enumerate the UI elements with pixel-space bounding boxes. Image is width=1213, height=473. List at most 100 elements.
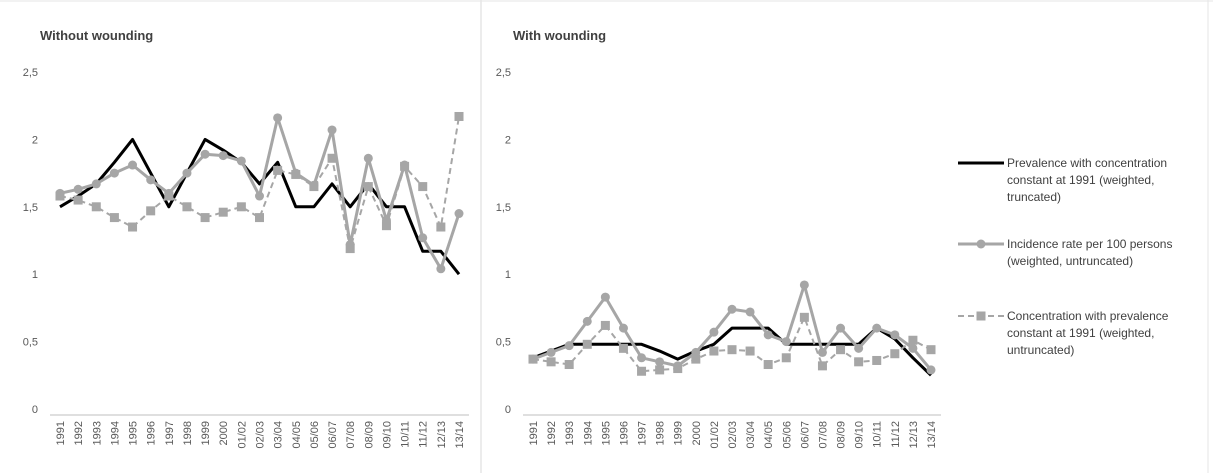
legend-marker: [976, 311, 986, 321]
x-tick-label: 02/03: [255, 421, 267, 449]
chart-title: Without wounding: [40, 28, 153, 43]
x-tick-label: 12/13: [908, 421, 920, 449]
data-point: [73, 184, 83, 194]
data-point: [109, 213, 119, 223]
x-tick-label: 01/02: [236, 421, 248, 449]
data-point: [781, 353, 791, 363]
data-point: [236, 202, 246, 212]
x-tick-label: 13/14: [926, 421, 938, 449]
data-point: [890, 330, 900, 340]
y-tick-label: 2,5: [496, 67, 511, 79]
x-tick-label: 1992: [73, 421, 85, 445]
data-point: [436, 264, 446, 274]
data-point: [236, 156, 246, 166]
data-point: [528, 354, 538, 364]
data-point: [763, 330, 773, 340]
data-point: [182, 202, 192, 212]
y-tick-label: 2: [505, 134, 511, 146]
data-point: [345, 244, 355, 254]
data-point: [454, 209, 464, 219]
data-point: [381, 221, 391, 231]
data-point: [146, 175, 156, 185]
data-point: [55, 191, 65, 201]
data-point: [327, 153, 337, 163]
y-tick-label: 1: [32, 269, 38, 281]
y-tick-label: 1,5: [23, 202, 38, 214]
data-point: [309, 182, 319, 192]
y-tick-label: 2: [32, 134, 38, 146]
y-tick-label: 1,5: [496, 202, 511, 214]
chart-without-wounding: Without wounding 0 0,5 1 1,5 2 2,5 1991 1992 1993…: [23, 28, 469, 449]
data-point: [817, 361, 827, 371]
legend-label: Prevalence with concentration constant at…: [1007, 156, 1167, 204]
data-point: [709, 346, 719, 356]
data-point: [799, 280, 809, 290]
data-point: [218, 151, 228, 161]
data-point: [637, 366, 647, 376]
data-point: [436, 222, 446, 232]
data-point: [218, 207, 228, 217]
data-point: [908, 343, 918, 353]
x-tick-label: 09/10: [854, 421, 866, 449]
data-point: [546, 357, 556, 367]
data-point: [872, 355, 882, 365]
x-tick-label: 1996: [618, 421, 630, 445]
x-tick-label: 09/10: [381, 421, 393, 449]
series-line-0: [532, 326, 933, 377]
x-tick-label: 1999: [200, 421, 212, 445]
data-point: [582, 316, 592, 326]
data-point: [454, 111, 464, 121]
data-point: [128, 222, 138, 232]
legend-label: Incidence rate per 100 persons (weighted,…: [1007, 237, 1172, 268]
series-line-2: [59, 116, 460, 250]
data-point: [273, 113, 283, 123]
x-tick-label: 11/12: [418, 421, 430, 448]
data-point: [164, 191, 174, 201]
x-tick-label: 1997: [164, 421, 176, 445]
data-point: [182, 168, 192, 178]
x-tick-label: 2000: [218, 421, 230, 445]
data-point: [200, 213, 210, 223]
data-point: [727, 345, 737, 355]
data-point: [763, 360, 773, 370]
x-tick-label: 12/13: [436, 421, 448, 449]
data-point: [418, 233, 428, 243]
data-point: [926, 345, 936, 355]
x-tick-label: 07/08: [817, 421, 829, 449]
y-tick-label: 1: [505, 269, 511, 281]
x-tick-label: 04/05: [763, 421, 775, 449]
data-point: [109, 168, 119, 178]
x-tick-label: 08/09: [363, 421, 375, 449]
y-tick-label: 0,5: [23, 337, 38, 349]
y-tick-label: 0: [505, 404, 511, 416]
data-point: [73, 195, 83, 205]
data-point: [673, 364, 683, 374]
x-tick-label: 07/08: [345, 421, 357, 449]
x-tick-label: 1995: [600, 421, 612, 445]
x-tick-label: 1996: [146, 421, 158, 445]
data-point: [200, 149, 210, 159]
data-point: [91, 179, 101, 189]
data-point: [836, 323, 846, 333]
x-tick-label: 1994: [109, 421, 121, 445]
data-point: [655, 365, 665, 375]
data-point: [291, 169, 301, 179]
data-point: [908, 335, 918, 345]
chart-with-wounding: With wounding 0 0,5 1 1,5 2 2,5 1991 1992 1993 199…: [496, 28, 941, 449]
chart-title: With wounding: [513, 28, 606, 43]
data-point: [709, 327, 719, 337]
data-point: [817, 347, 827, 357]
data-point: [926, 365, 936, 375]
legend-marker: [976, 239, 986, 249]
x-tick-label: 1991: [55, 421, 67, 445]
x-tick-label: 13/14: [454, 421, 466, 449]
data-point: [781, 337, 791, 347]
x-tick-label: 02/03: [727, 421, 739, 449]
x-tick-label: 10/11: [872, 421, 884, 448]
data-point: [854, 357, 864, 367]
y-tick-label: 2,5: [23, 67, 38, 79]
data-point: [890, 349, 900, 359]
data-point: [418, 182, 428, 192]
x-tick-label: 1998: [655, 421, 667, 445]
data-point: [618, 323, 628, 333]
